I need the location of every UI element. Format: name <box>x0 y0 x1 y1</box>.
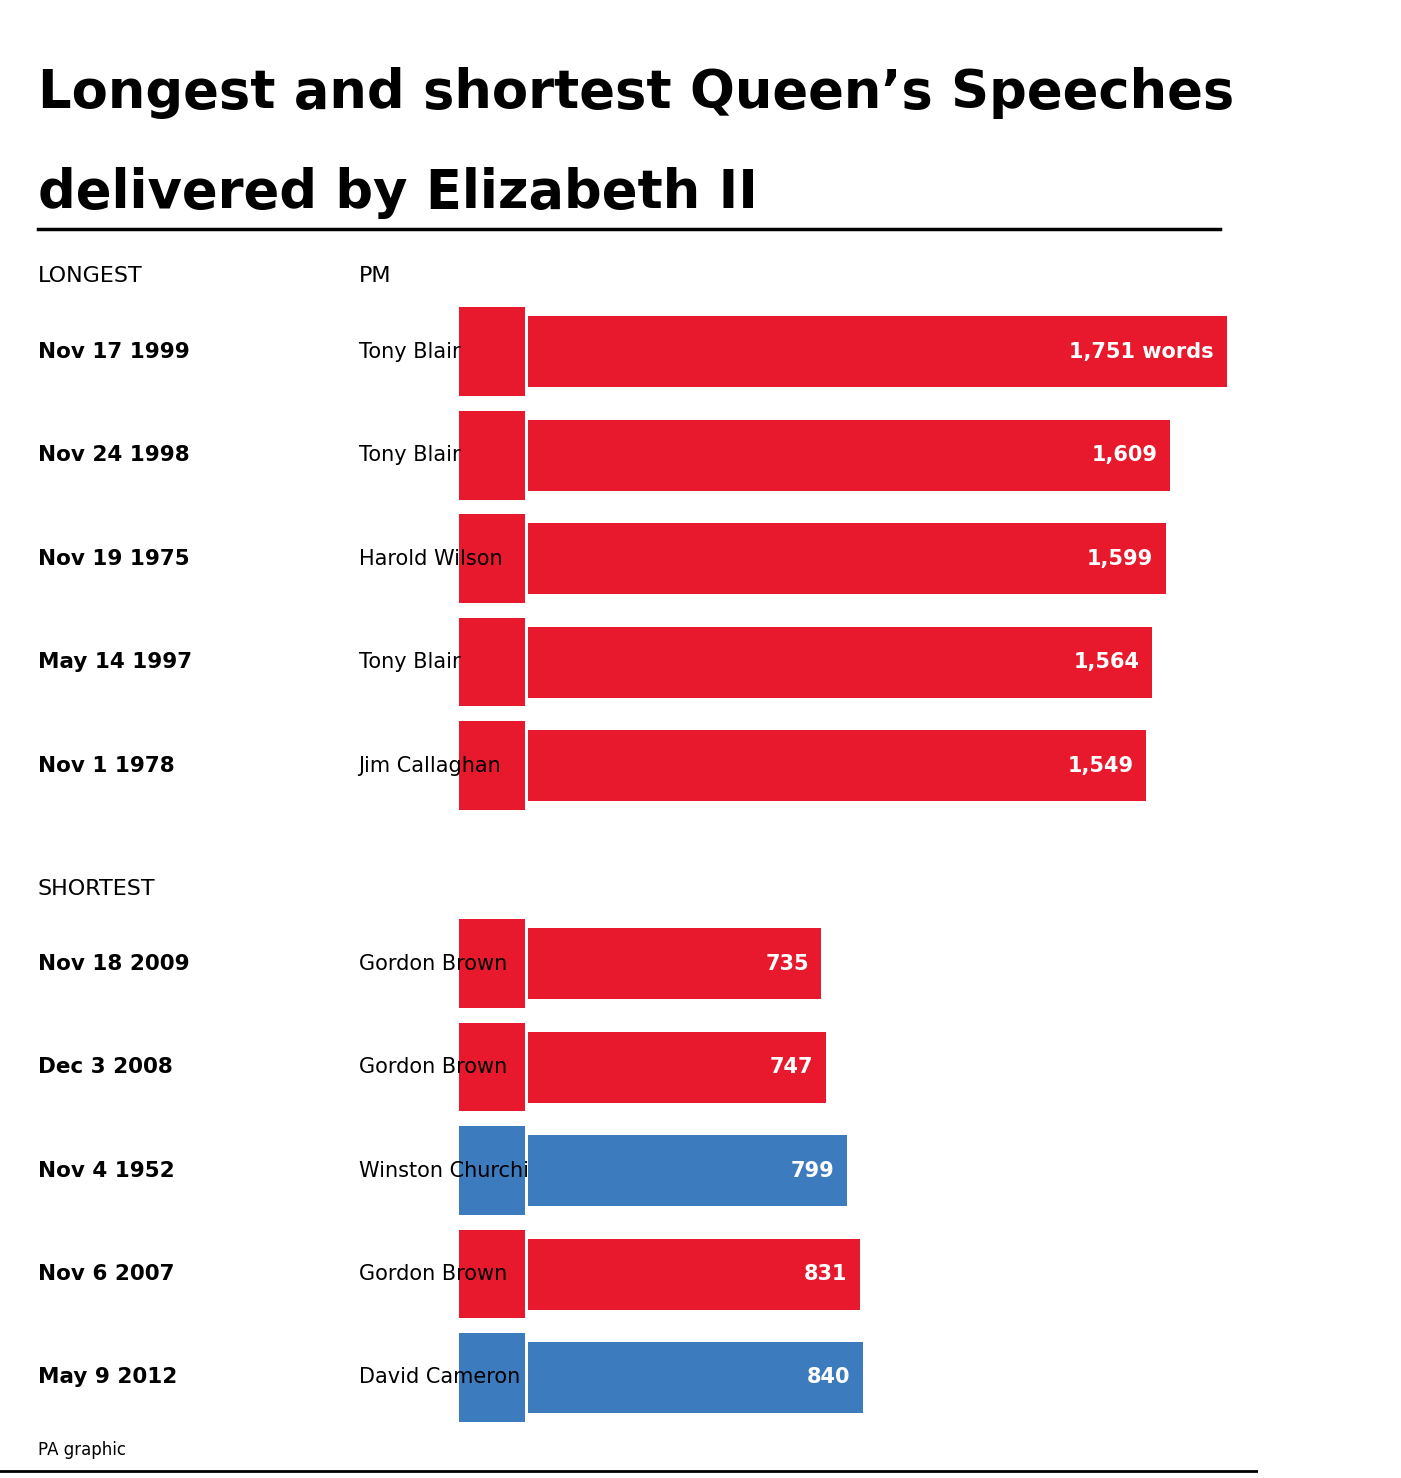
Text: PA graphic: PA graphic <box>38 1441 126 1459</box>
Text: 1,564: 1,564 <box>1073 652 1139 672</box>
Text: Gordon Brown: Gordon Brown <box>359 1264 507 1284</box>
Text: 1,549: 1,549 <box>1068 755 1133 776</box>
Text: Winston Churchill: Winston Churchill <box>359 1160 541 1181</box>
FancyBboxPatch shape <box>460 1333 524 1422</box>
FancyBboxPatch shape <box>528 730 1146 801</box>
FancyBboxPatch shape <box>460 411 524 500</box>
Text: Harold Wilson: Harold Wilson <box>359 548 502 569</box>
FancyBboxPatch shape <box>460 307 524 396</box>
Text: Nov 19 1975: Nov 19 1975 <box>38 548 189 569</box>
Text: SHORTEST: SHORTEST <box>38 879 156 900</box>
Text: 840: 840 <box>807 1367 850 1388</box>
Text: May 14 1997: May 14 1997 <box>38 652 192 672</box>
Text: 1,609: 1,609 <box>1091 445 1157 466</box>
FancyBboxPatch shape <box>460 919 524 1008</box>
FancyBboxPatch shape <box>528 420 1170 491</box>
FancyBboxPatch shape <box>460 1023 524 1111</box>
Text: David Cameron: David Cameron <box>359 1367 520 1388</box>
FancyBboxPatch shape <box>528 316 1226 387</box>
Text: 1,599: 1,599 <box>1087 548 1153 569</box>
Text: Tony Blair: Tony Blair <box>359 445 460 466</box>
FancyBboxPatch shape <box>528 627 1152 698</box>
Text: LONGEST: LONGEST <box>38 266 143 287</box>
Text: Nov 1 1978: Nov 1 1978 <box>38 755 175 776</box>
FancyBboxPatch shape <box>460 618 524 706</box>
Text: Nov 6 2007: Nov 6 2007 <box>38 1264 174 1284</box>
Text: Nov 17 1999: Nov 17 1999 <box>38 341 189 362</box>
Text: 799: 799 <box>790 1160 835 1181</box>
Text: 747: 747 <box>771 1057 814 1077</box>
Text: Dec 3 2008: Dec 3 2008 <box>38 1057 172 1077</box>
FancyBboxPatch shape <box>528 1032 827 1103</box>
Text: 735: 735 <box>765 953 808 974</box>
FancyBboxPatch shape <box>460 1126 524 1215</box>
FancyBboxPatch shape <box>528 928 821 999</box>
FancyBboxPatch shape <box>460 721 524 810</box>
Text: Tony Blair: Tony Blair <box>359 652 460 672</box>
Text: Longest and shortest Queen’s Speeches: Longest and shortest Queen’s Speeches <box>38 67 1234 118</box>
Text: Jim Callaghan: Jim Callaghan <box>359 755 502 776</box>
Text: Nov 24 1998: Nov 24 1998 <box>38 445 189 466</box>
FancyBboxPatch shape <box>528 523 1166 594</box>
Text: Nov 18 2009: Nov 18 2009 <box>38 953 189 974</box>
FancyBboxPatch shape <box>460 1230 524 1318</box>
Text: Nov 4 1952: Nov 4 1952 <box>38 1160 174 1181</box>
Text: May 9 2012: May 9 2012 <box>38 1367 177 1388</box>
Text: PM: PM <box>359 266 391 287</box>
FancyBboxPatch shape <box>460 514 524 603</box>
FancyBboxPatch shape <box>528 1342 863 1413</box>
Text: Gordon Brown: Gordon Brown <box>359 953 507 974</box>
FancyBboxPatch shape <box>528 1239 860 1310</box>
Text: 831: 831 <box>804 1264 848 1284</box>
Text: delivered by Elizabeth II: delivered by Elizabeth II <box>38 167 758 219</box>
Text: Gordon Brown: Gordon Brown <box>359 1057 507 1077</box>
Text: Tony Blair: Tony Blair <box>359 341 460 362</box>
Text: 1,751 words: 1,751 words <box>1069 341 1213 362</box>
FancyBboxPatch shape <box>528 1135 848 1206</box>
